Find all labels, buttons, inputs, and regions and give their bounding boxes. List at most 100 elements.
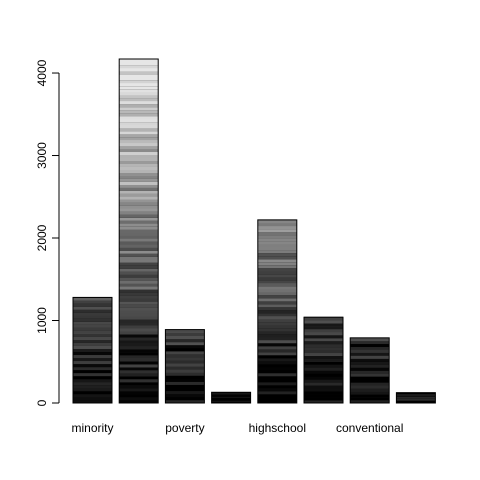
- bar-stripe: [257, 309, 297, 314]
- bar-stripe: [119, 202, 159, 206]
- bar-stripe: [119, 286, 159, 290]
- bar-stripe: [119, 67, 159, 72]
- bar-stripe: [304, 358, 343, 362]
- bar-stripe: [119, 106, 159, 111]
- bar-stripe: [119, 367, 159, 371]
- bar-stripe: [73, 312, 112, 316]
- bar-stripe: [396, 399, 436, 401]
- bar-stripe: [119, 235, 159, 239]
- bar: [257, 219, 298, 404]
- bar-stripe: [119, 289, 159, 293]
- bar-stripe: [257, 288, 297, 293]
- bar-stripe: [257, 240, 297, 245]
- bar-stripe: [304, 373, 343, 377]
- bar-stripe: [119, 373, 159, 377]
- bar-stripe: [350, 370, 390, 374]
- bar: [303, 316, 344, 404]
- bar-stripe: [73, 327, 112, 331]
- bar-stripe: [165, 399, 205, 404]
- bar-stripe: [165, 341, 205, 346]
- bar-stripe: [257, 306, 297, 311]
- bar-outline: [257, 219, 298, 404]
- bar-stripe: [73, 324, 112, 328]
- bar-stripe: [165, 354, 205, 358]
- bar-stripe: [119, 355, 159, 359]
- bar-stripe: [257, 222, 297, 227]
- bar-stripe: [304, 382, 343, 386]
- bar-stripe: [119, 232, 159, 236]
- bar-stripe: [119, 184, 159, 188]
- bar-stripe: [119, 145, 159, 150]
- bar-stripe: [257, 273, 297, 278]
- bar-stripe: [350, 364, 390, 368]
- bar-stripe: [119, 337, 159, 341]
- bar-stripe: [257, 264, 297, 269]
- bar-stripe: [211, 401, 251, 404]
- bar-stripe: [119, 136, 159, 141]
- bar-stripe: [165, 344, 205, 349]
- bar-stripe: [304, 370, 343, 374]
- bar-stripe: [257, 294, 297, 299]
- bar-stripe: [119, 127, 159, 132]
- bar-stripe: [257, 258, 297, 263]
- bar-stripe: [396, 400, 436, 403]
- bar-stripe: [304, 331, 343, 336]
- bar-stripe: [119, 370, 159, 374]
- bar-stripe: [119, 394, 159, 398]
- bar-stripe: [119, 382, 159, 386]
- bar-stripe: [304, 334, 343, 339]
- bar-stripe: [119, 391, 159, 395]
- bar-stripe: [119, 277, 159, 281]
- bar-stripe: [304, 361, 343, 365]
- bar-stripe: [211, 396, 251, 398]
- bar-stripe: [119, 310, 159, 314]
- bar-stripe: [119, 298, 159, 302]
- bar-stripe: [257, 228, 297, 233]
- bar-stripe: [304, 352, 343, 356]
- bar-stripe: [257, 312, 297, 317]
- bar-stripe: [396, 397, 436, 400]
- bar-stripe: [304, 326, 343, 330]
- bar-stripe: [73, 351, 112, 356]
- bar-stripe: [73, 297, 112, 301]
- bar-stripe: [119, 160, 159, 164]
- bar-outline: [164, 329, 205, 404]
- bar-stripe: [304, 317, 343, 321]
- bar-stripe: [211, 398, 251, 401]
- bar-stripe: [257, 267, 297, 272]
- bar-stripe: [165, 360, 205, 364]
- bar-stripe: [119, 256, 159, 260]
- bar-stripe: [257, 249, 297, 254]
- bar-stripe: [350, 337, 390, 342]
- bar-stripe: [257, 375, 297, 380]
- bar-stripe: [119, 280, 159, 284]
- bar-stripe: [257, 333, 297, 338]
- bar-stripe: [257, 399, 297, 404]
- y-axis: 0 1000 2000 3000 4000: [35, 59, 60, 406]
- bar-stripe: [304, 337, 343, 342]
- bar-stripe: [350, 391, 390, 395]
- bar-stripe: [119, 97, 159, 102]
- bar-stripe: [257, 324, 297, 329]
- bar-stripe: [119, 346, 159, 350]
- bar-stripe: [119, 181, 159, 185]
- bar-stripe: [257, 237, 297, 242]
- bar-stripe: [304, 376, 343, 380]
- bar-stripe: [119, 259, 159, 263]
- bar-stripe: [119, 208, 159, 212]
- bar-stripe: [73, 384, 112, 389]
- bar-stripe: [257, 255, 297, 260]
- bar-stripe: [119, 331, 159, 335]
- bar-stripe: [257, 252, 297, 257]
- bar-stripe: [73, 315, 112, 319]
- bar-stripe: [119, 319, 159, 323]
- bar-stripe: [350, 400, 390, 404]
- bar-stripe: [396, 392, 436, 395]
- bar-stripe: [119, 175, 159, 179]
- y-tick-label: 0: [35, 399, 49, 406]
- bar-stripe: [119, 361, 159, 365]
- bar-stripe: [350, 394, 390, 398]
- bar-stripe: [119, 250, 159, 254]
- bar-stripe: [119, 154, 159, 159]
- bar-stripe: [119, 316, 159, 320]
